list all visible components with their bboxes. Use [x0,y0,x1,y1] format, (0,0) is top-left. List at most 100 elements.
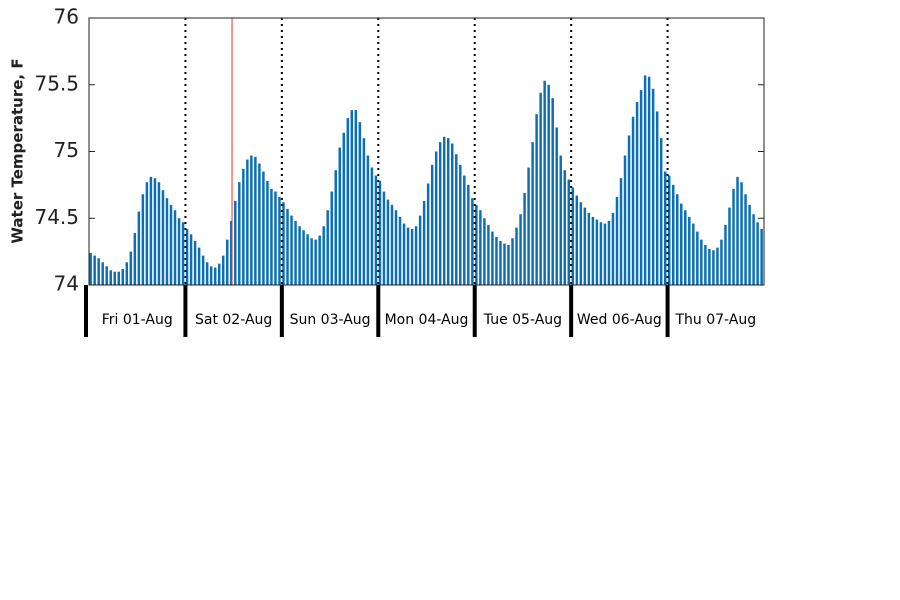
bar [358,122,362,285]
bar [708,248,711,285]
bar [523,192,526,285]
bar [270,188,273,285]
bar [752,214,755,285]
bar [246,159,249,285]
bar [531,142,534,285]
bar [539,92,542,285]
bar [684,210,687,285]
bar [402,223,406,285]
bar [149,176,153,285]
bar [93,255,96,285]
bar [97,258,100,285]
y-tick-label: 74 [54,272,79,296]
bar [189,234,193,285]
bar [298,226,301,285]
bar [230,220,233,285]
bar [414,226,418,285]
bar [121,268,125,285]
bar [145,182,149,285]
bar [519,214,522,285]
bar [704,244,707,285]
bar [338,147,341,285]
bar [451,143,454,285]
bar [551,98,554,285]
bar [137,211,141,285]
bar [205,262,209,285]
bar [226,239,229,285]
bar [471,198,474,285]
bar [426,183,430,285]
x-tick-label: Sat 02-Aug [195,312,272,328]
bar [334,170,337,285]
bar [736,176,739,285]
bar [430,164,434,285]
bar [133,232,137,285]
bar [266,180,269,285]
bar [390,204,394,285]
bar [109,270,112,285]
bar [455,154,458,285]
bar [318,235,321,285]
bar [234,200,237,285]
y-tick-label: 75.5 [34,71,79,95]
bar [635,102,639,285]
bar [422,200,426,285]
plot-background [89,18,764,285]
bar [623,155,627,285]
bar [286,208,289,285]
bar [274,191,277,285]
bar [382,191,386,285]
bar [306,234,309,285]
bar [193,240,197,285]
bar [209,266,213,285]
bar [157,182,161,285]
bar [587,212,591,285]
bar [438,142,442,285]
bar [101,262,104,285]
bar [732,188,735,285]
bar [201,255,205,285]
bar [760,228,763,285]
bar [446,138,450,285]
bar [442,136,446,285]
bar [374,175,378,285]
bar [117,271,121,285]
bar [595,219,599,285]
bar [322,226,325,285]
bar [386,199,390,285]
bar [716,247,719,285]
y-tick-label: 75 [54,138,79,162]
bar [507,244,510,285]
bar [125,262,129,285]
bar [503,243,506,285]
bar [619,178,623,285]
bar [89,252,92,285]
bar [748,204,751,285]
bar [278,196,281,285]
bar [712,250,715,285]
bar [378,180,382,285]
bar [740,182,743,285]
bar [282,202,285,285]
bar [262,171,265,285]
bar [330,191,333,285]
bar [603,223,607,285]
bar [511,238,514,285]
bar [692,223,695,285]
bar [591,216,595,285]
bar [495,236,498,285]
bar [354,110,358,286]
bar [515,227,518,285]
bar [197,247,201,285]
bar [242,168,245,285]
bar [406,227,410,285]
bar [479,210,482,285]
bar [250,155,253,285]
bar [258,163,261,285]
bar [599,222,603,285]
x-tick-label: Wed 06-Aug [577,312,662,328]
bar [294,220,297,285]
bar [254,156,257,285]
bar [350,110,354,286]
bar [700,239,703,285]
